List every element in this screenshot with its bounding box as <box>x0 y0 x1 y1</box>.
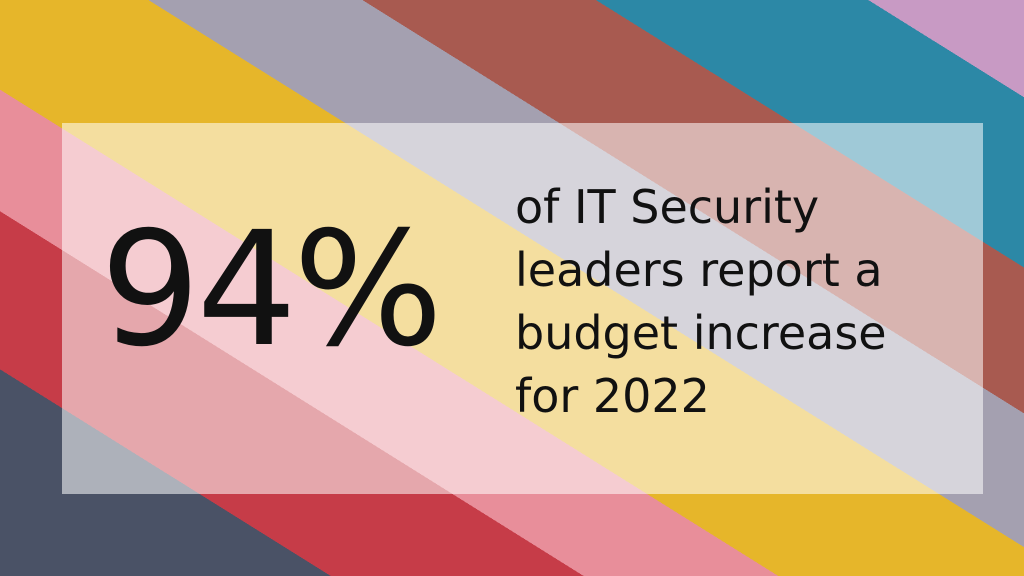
stat: 94% <box>100 198 443 382</box>
description-line: for 2022 <box>515 369 710 423</box>
description: of IT Security leaders report a budget i… <box>515 176 887 428</box>
description-line: budget increase <box>515 306 887 360</box>
description-line: of IT Security <box>515 180 820 234</box>
overlay-panel <box>62 123 983 494</box>
description-line: leaders report a <box>515 243 883 297</box>
